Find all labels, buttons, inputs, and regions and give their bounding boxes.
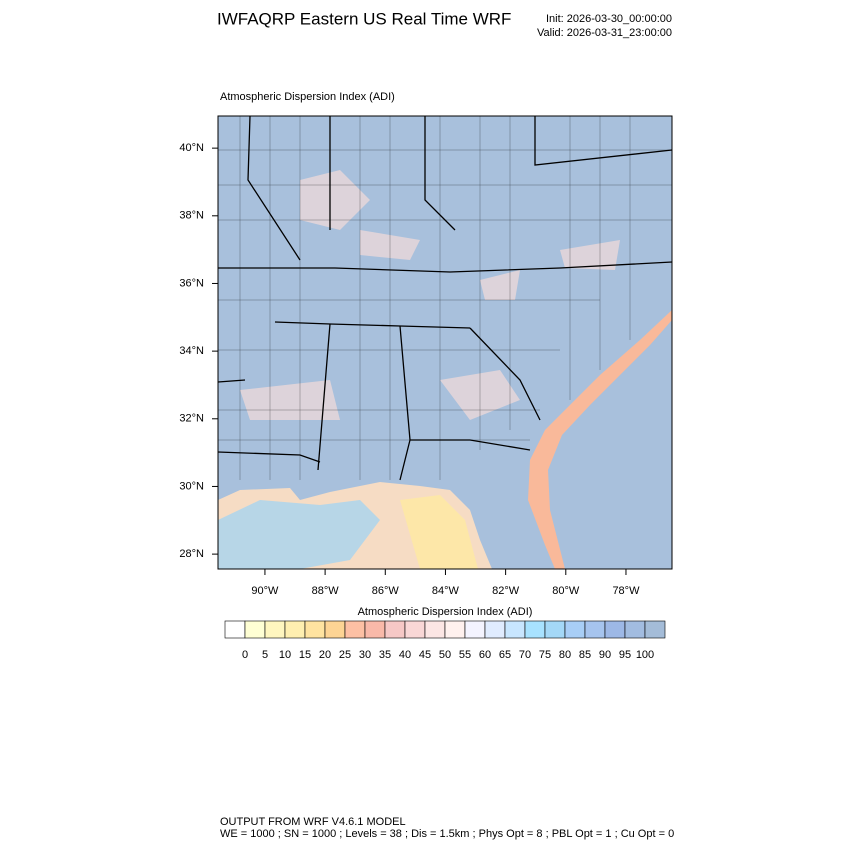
- colorbar-box: [304, 620, 326, 639]
- colorbar-box: [644, 620, 666, 639]
- colorbar-label: 75: [539, 649, 551, 661]
- colorbar-box: [504, 620, 526, 639]
- valid-time: Valid: 2026-03-31_23:00:00: [537, 27, 672, 39]
- footer-line: OUTPUT FROM WRF V4.6.1 MODEL: [220, 816, 406, 828]
- colorbar-box: [544, 620, 566, 639]
- colorbar-box: [524, 620, 546, 639]
- colorbar-label: 10: [279, 649, 291, 661]
- colorbar-label: 0: [242, 649, 248, 661]
- colorbar-box: [224, 620, 246, 639]
- gulf-shelf: [218, 500, 380, 569]
- state-lines: [217, 115, 673, 481]
- gulf-warm: [400, 495, 478, 569]
- colorbar-label: 60: [479, 649, 491, 661]
- colorbar-box: [244, 620, 266, 639]
- colorbar-box: [424, 620, 446, 639]
- lat-tick-label: 34°N: [179, 345, 204, 357]
- low-adi-areas: [240, 170, 620, 420]
- colorbar-label: 85: [579, 649, 591, 661]
- lat-tick-label: 30°N: [179, 480, 204, 492]
- colorbar-box: [344, 620, 366, 639]
- lat-tick-label: 36°N: [179, 277, 204, 289]
- colorbar-label: 80: [559, 649, 571, 661]
- colorbar-label: 30: [359, 649, 371, 661]
- lat-tick-label: 38°N: [179, 210, 204, 222]
- lon-tick-label: 86°W: [372, 585, 400, 597]
- colorbar-box: [564, 620, 586, 639]
- colorbar-box: [324, 620, 346, 639]
- colorbar-label: 95: [619, 649, 631, 661]
- colorbar-label: 50: [439, 649, 451, 661]
- colorbar-box: [584, 620, 606, 639]
- colorbar-label: 45: [419, 649, 431, 661]
- colorbar-box: [444, 620, 466, 639]
- lon-tick-label: 90°W: [251, 585, 279, 597]
- colorbar-label: 70: [519, 649, 531, 661]
- colorbar-box: [364, 620, 386, 639]
- colorbar-label: 40: [399, 649, 411, 661]
- lat-tick-label: 32°N: [179, 413, 204, 425]
- colorbar-box: [384, 620, 406, 639]
- map-title: Atmospheric Dispersion Index (ADI): [220, 91, 395, 103]
- map: [217, 115, 673, 570]
- lon-tick-label: 78°W: [612, 585, 640, 597]
- colorbar-box: [604, 620, 626, 639]
- lon-tick-label: 82°W: [492, 585, 520, 597]
- colorbar-box: [464, 620, 486, 639]
- colorbar: 0 5 10 15 20 25 30 35 40 45 50 55 60 65 70 75 80 85 90 95 10…: [224, 620, 666, 661]
- colorbar-label: 20: [319, 649, 331, 661]
- colorbar-label: 55: [459, 649, 471, 661]
- lon-tick-label: 80°W: [552, 585, 580, 597]
- footer-line: WE = 1000 ; SN = 1000 ; Levels = 38 ; Di…: [220, 828, 674, 840]
- colorbar-box: [284, 620, 306, 639]
- colorbar-label: 25: [339, 649, 351, 661]
- lat-tick-label: 28°N: [179, 548, 204, 560]
- colorbar-label: 15: [299, 649, 311, 661]
- colorbar-label: 35: [379, 649, 391, 661]
- colorbar-box: [624, 620, 646, 639]
- colorbar-label: 100: [636, 649, 654, 661]
- colorbar-title: Atmospheric Dispersion Index (ADI): [358, 606, 533, 618]
- colorbar-box: [264, 620, 286, 639]
- init-time: Init: 2026-03-30_00:00:00: [546, 13, 672, 25]
- lon-tick-label: 84°W: [432, 585, 460, 597]
- colorbar-label: 90: [599, 649, 611, 661]
- colorbar-box: [404, 620, 426, 639]
- atlantic: [548, 320, 672, 569]
- title: IWFAQRP Eastern US Real Time WRF: [217, 9, 511, 28]
- lat-tick-label: 40°N: [179, 142, 204, 154]
- colorbar-label: 65: [499, 649, 511, 661]
- lon-tick-label: 88°W: [312, 585, 340, 597]
- colorbar-box: [484, 620, 506, 639]
- county-lines: [218, 116, 672, 480]
- colorbar-label: 5: [262, 649, 268, 661]
